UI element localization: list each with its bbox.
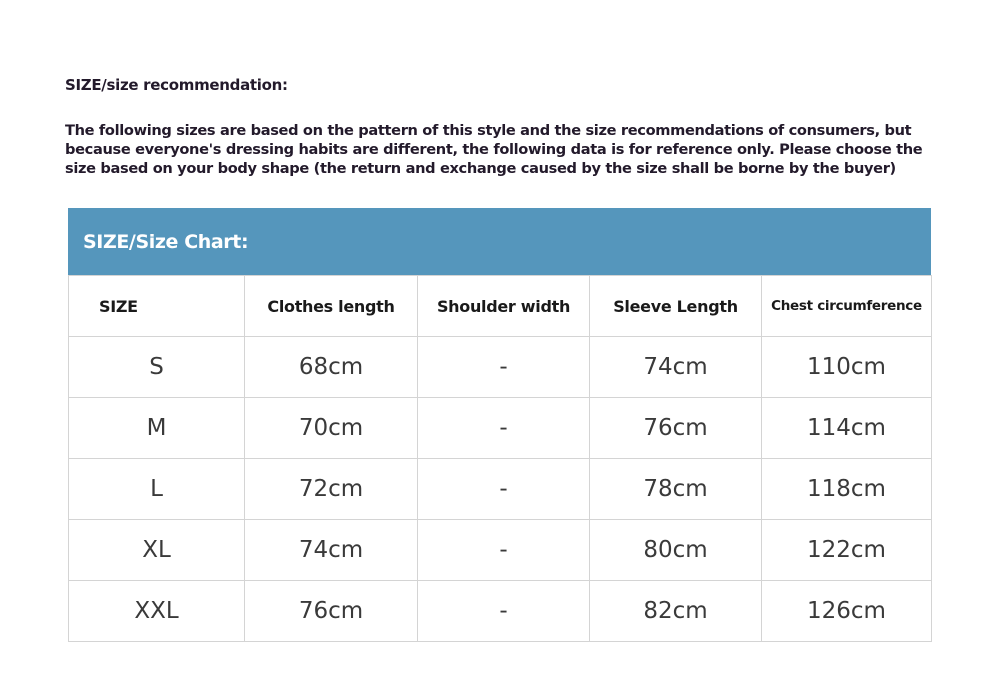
table-cell: L bbox=[68, 458, 245, 520]
table-cell: 76cm bbox=[244, 580, 418, 642]
column-header: Sleeve Length bbox=[589, 275, 762, 337]
table-cell: 82cm bbox=[589, 580, 762, 642]
table-cell: 122cm bbox=[761, 519, 932, 581]
column-header: Chest circumference bbox=[761, 275, 932, 337]
page-title: SIZE/size recommendation: bbox=[65, 76, 288, 94]
table-cell: - bbox=[417, 397, 590, 459]
column-header: SIZE bbox=[68, 275, 245, 337]
table-row: XXL 76cm -82cm 126cm bbox=[68, 580, 932, 642]
size-table: SIZE Clothes length Shoulder width Sleev… bbox=[68, 275, 932, 642]
table-row: L 72cm -78cm 118cm bbox=[68, 458, 932, 520]
table-header-row: SIZE Clothes length Shoulder width Sleev… bbox=[68, 275, 932, 337]
table-cell: - bbox=[417, 519, 590, 581]
table-row: XL 74cm -80cm 122cm bbox=[68, 519, 932, 581]
table-cell: S bbox=[68, 336, 245, 398]
table-cell: - bbox=[417, 580, 590, 642]
table-cell: 74cm bbox=[244, 519, 418, 581]
table-row: M 70cm -76cm 114cm bbox=[68, 397, 932, 459]
table-row: S 68cm -74cm 110cm bbox=[68, 336, 932, 398]
table-cell: 118cm bbox=[761, 458, 932, 520]
table-cell: - bbox=[417, 458, 590, 520]
size-chart-title: SIZE/Size Chart: bbox=[68, 208, 931, 275]
table-cell: 80cm bbox=[589, 519, 762, 581]
table-cell: XL bbox=[68, 519, 245, 581]
table-cell: 110cm bbox=[761, 336, 932, 398]
size-disclaimer: The following sizes are based on the pat… bbox=[65, 122, 923, 177]
table-cell: 68cm bbox=[244, 336, 418, 398]
table-cell: 72cm bbox=[244, 458, 418, 520]
table-cell: M bbox=[68, 397, 245, 459]
table-cell: 74cm bbox=[589, 336, 762, 398]
column-header: Shoulder width bbox=[417, 275, 590, 337]
table-cell: 126cm bbox=[761, 580, 932, 642]
size-chart: SIZE/Size Chart: SIZE Clothes length Sho… bbox=[68, 208, 932, 642]
table-cell: 76cm bbox=[589, 397, 762, 459]
table-cell: XXL bbox=[68, 580, 245, 642]
column-header: Clothes length bbox=[244, 275, 418, 337]
table-cell: 70cm bbox=[244, 397, 418, 459]
table-cell: - bbox=[417, 336, 590, 398]
table-cell: 78cm bbox=[589, 458, 762, 520]
table-cell: 114cm bbox=[761, 397, 932, 459]
